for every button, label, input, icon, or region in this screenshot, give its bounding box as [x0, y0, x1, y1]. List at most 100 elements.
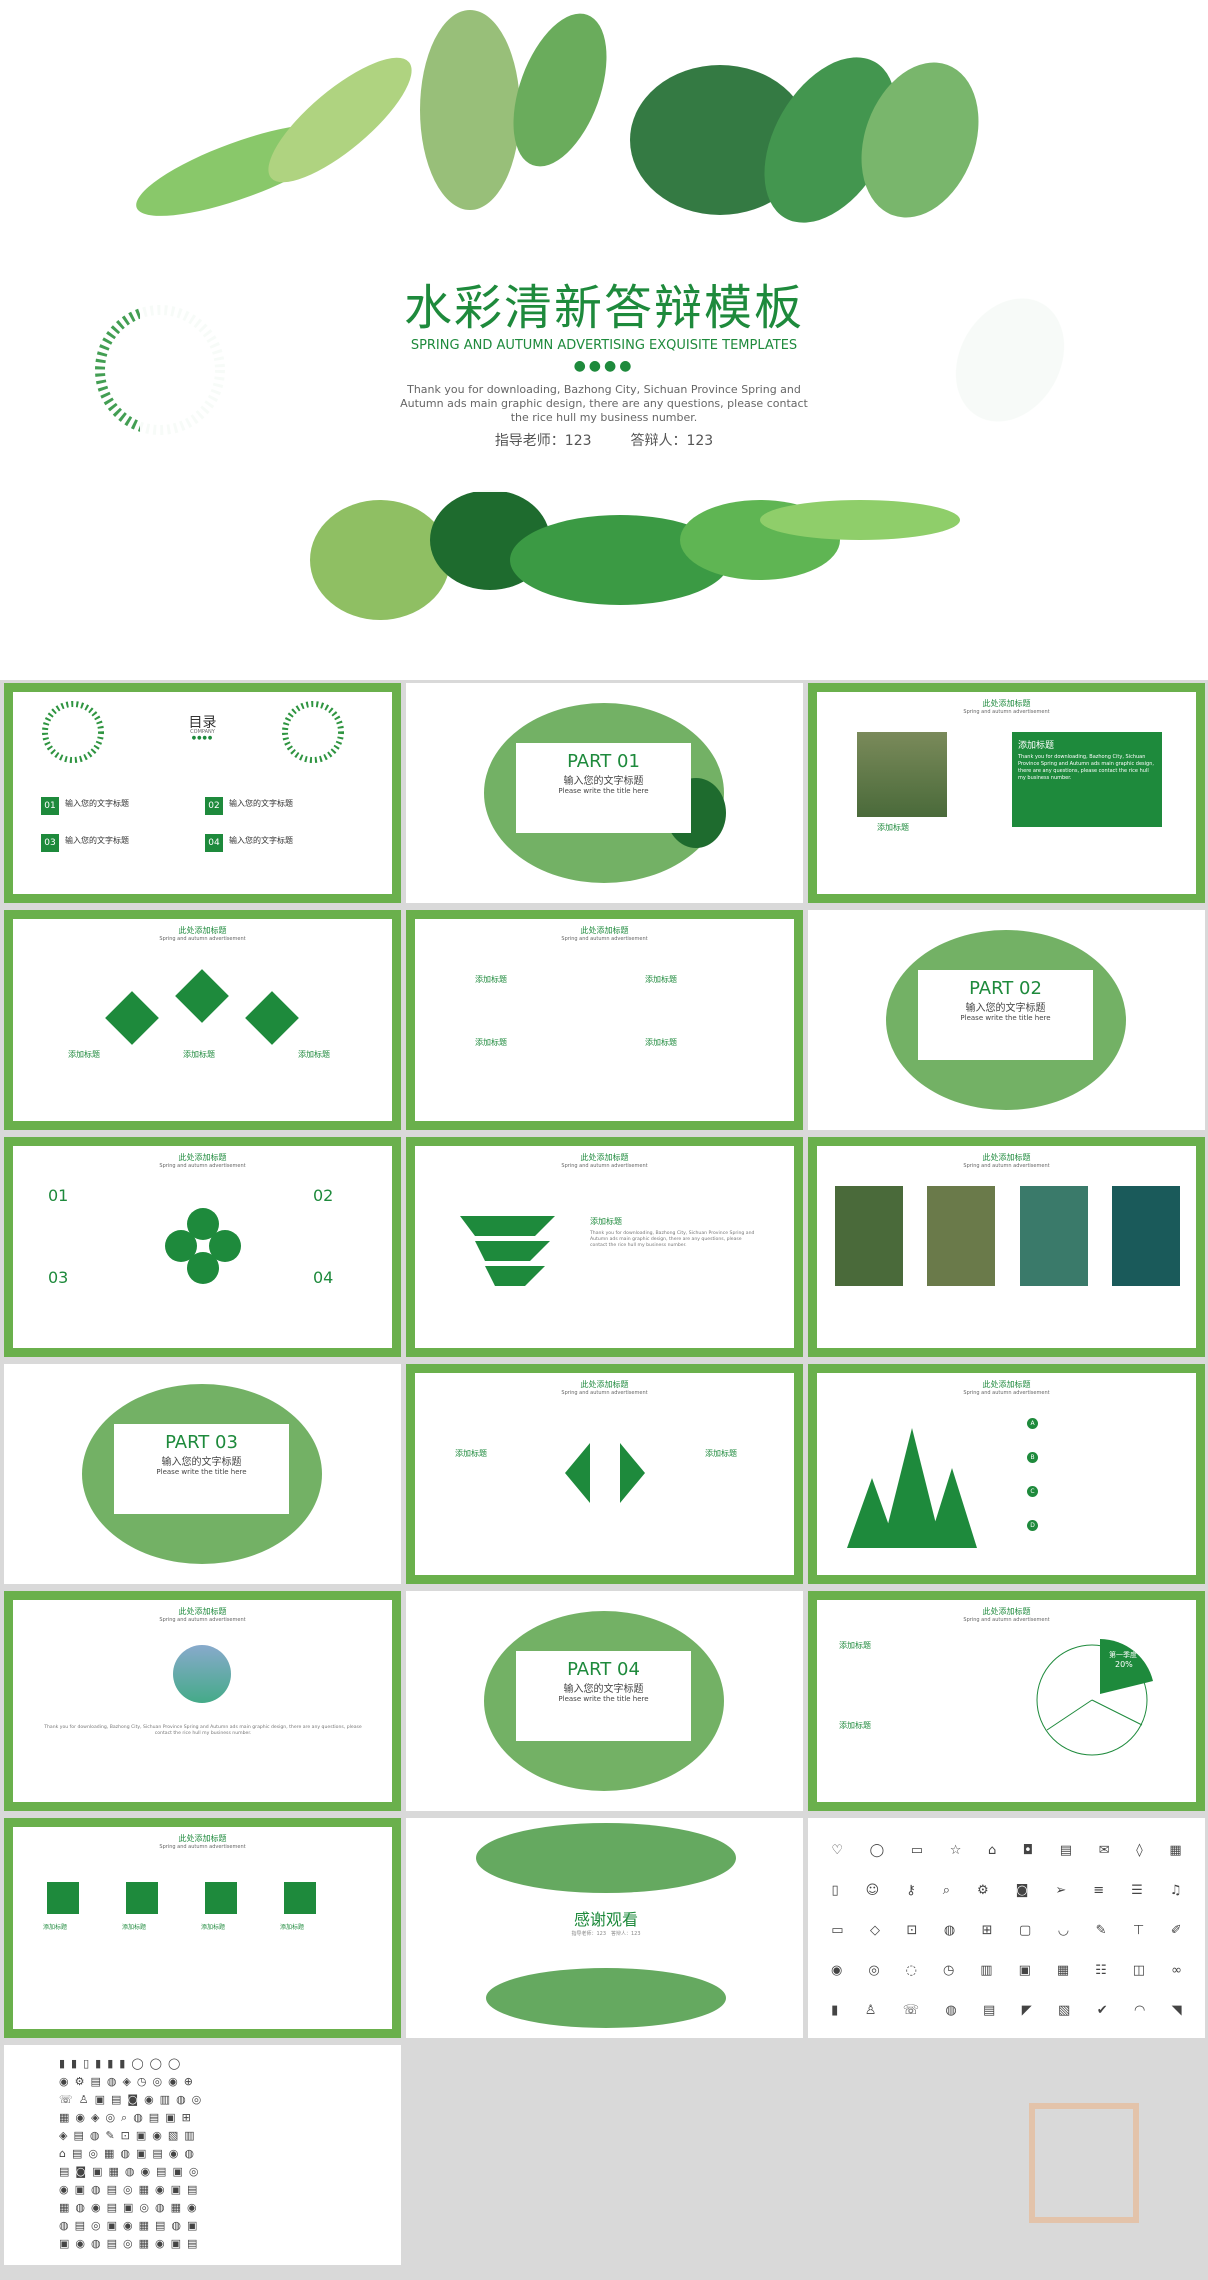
- cover-description: Thank you for downloading, Bazhong City,…: [400, 383, 808, 424]
- wifi-icon: ◠: [1133, 2003, 1146, 2018]
- misc-icon: ▤◙▣▦◍◉▤▣◎: [59, 2165, 205, 2178]
- photo: [1019, 1186, 1088, 1286]
- part-subtitle: Please write the title here: [156, 1468, 247, 1476]
- pie-label: 第一季度: [1109, 1651, 1137, 1659]
- sliders-icon: ≡: [1093, 1883, 1105, 1898]
- icon-row: ♡ ◯ ▭ ☆ ⌂ ◘ ▤ ✉ ◊ ▦: [808, 1843, 1205, 1858]
- clock-icon: ◷: [942, 1963, 955, 1978]
- slide-triangles[interactable]: 此处添加标题 Spring and autumn advertisement A…: [808, 1364, 1205, 1584]
- gear-icon: ⚙: [977, 1883, 989, 1898]
- slide-icon-boxes[interactable]: 此处添加标题 Spring and autumn advertisement 添…: [4, 1818, 401, 2038]
- item-title: 添加标题: [183, 1050, 215, 1059]
- thanks-meta: 指导老师：123 答辩人：123: [571, 1931, 641, 1937]
- brush-icon: ✎: [1095, 1923, 1107, 1938]
- icon-row: ▯ ☺ ⚷ ⌕ ⚙ ◙ ➢ ≡ ☰ ♫: [808, 1883, 1205, 1898]
- misc-icon: ☏♙▣▤◙◉▥◍◎: [59, 2093, 208, 2106]
- photo: [1111, 1186, 1180, 1286]
- text-panel: 添加标题 Thank you for downloading, Bazhong …: [1012, 732, 1162, 827]
- home-icon: ⌂: [987, 1843, 997, 1858]
- photo: [927, 1186, 996, 1286]
- pie-chart: [1036, 1639, 1153, 1756]
- cover-subtitle: SPRING AND AUTUMN ADVERTISING EXQUISITE …: [410, 338, 798, 353]
- slide-part-02[interactable]: PART 02 输入您的文字标题 Please write the title …: [808, 910, 1205, 1130]
- slide-ribbon[interactable]: 此处添加标题 Spring and autumn advertisement 添…: [406, 1137, 803, 1357]
- slide-thanks[interactable]: 感谢观看 指导老师：123 答辩人：123: [406, 1818, 803, 2038]
- item-title: 添加标题: [68, 1050, 100, 1059]
- paragraph: Thank you for downloading, Bazhong City,…: [44, 1725, 362, 1736]
- photo-caption: 添加标题: [877, 823, 909, 832]
- slide-title: 此处添加标题: [178, 1607, 227, 1616]
- item-title: 添加标题: [298, 1050, 330, 1059]
- icon-row: ▮ ♙ ☏ ◍ ▤ ◤ ▧ ✔ ◠ ◥: [808, 2003, 1205, 2018]
- tropical-leaves-illustration: [95, 10, 1070, 620]
- thanks-box: 感谢观看 指导老师：123 答辩人：123: [496, 1898, 716, 1948]
- pin-icon: ◉: [830, 1963, 843, 1978]
- home-icon: [205, 1882, 237, 1914]
- item-number: 02: [313, 1186, 334, 1205]
- search-icon: ⌕: [942, 1883, 951, 1898]
- item-number: 04: [313, 1268, 334, 1287]
- slide-part-04[interactable]: PART 04 输入您的文字标题 Please write the title …: [406, 1591, 803, 1811]
- database-icon: ☰: [1131, 1883, 1143, 1898]
- toc-num: 01: [41, 797, 59, 815]
- letter-badge: B: [1027, 1452, 1038, 1463]
- item-number: 01: [48, 1186, 69, 1205]
- mail-icon: ✉: [1098, 1843, 1110, 1858]
- check-icon: ✔: [1096, 2003, 1108, 2018]
- letter-badge: D: [1027, 1520, 1038, 1531]
- watermark-logo: [1029, 2103, 1139, 2223]
- misc-icon: ◉▣◍▤◎▦◉▣▤: [59, 2183, 204, 2196]
- slide-part-03[interactable]: PART 03 输入您的文字标题 Please write the title …: [4, 1364, 401, 1584]
- diamond-icons: [105, 969, 299, 1045]
- arrows-icon: [565, 1443, 645, 1503]
- letter-badge: C: [1027, 1486, 1038, 1497]
- part-box: PART 01 输入您的文字标题 Please write the title …: [516, 743, 691, 833]
- toc-title: 目录: [188, 715, 217, 731]
- slide-icon-set-2[interactable]: ▮▮▯▮▮▮◯◯◯ ◉⚙▤◍◈◷◎◉⊕ ☏♙▣▤◙◉▥◍◎ ▦◉◈◎⌕◍▤▣⊞ …: [4, 2045, 401, 2265]
- list-items: A B C D: [1027, 1418, 1038, 1531]
- cover-slide[interactable]: 水彩清新答辩模板 SPRING AND AUTUMN ADVERTISING E…: [0, 0, 1208, 680]
- item-title: 添加标题: [590, 1217, 622, 1226]
- slide-subtitle: Spring and autumn advertisement: [561, 1390, 648, 1396]
- slide-four-quad[interactable]: 此处添加标题 Spring and autumn advertisement 0…: [4, 1137, 401, 1357]
- part-title: 输入您的文字标题: [965, 1003, 1046, 1014]
- slide-circle-photo[interactable]: 此处添加标题 Spring and autumn advertisement T…: [4, 1591, 401, 1811]
- slide-subtitle: Spring and autumn advertisement: [159, 1844, 246, 1850]
- globe-icon: ◍: [943, 1923, 956, 1938]
- ribbon-icon: [460, 1216, 555, 1286]
- cover-title: 水彩清新答辩模板: [403, 280, 804, 336]
- key-icon: ⚷: [906, 1883, 916, 1898]
- drop-icon: ◊: [1136, 1843, 1143, 1858]
- slide-subtitle: Spring and autumn advertisement: [159, 1617, 246, 1623]
- thanks-title: 感谢观看: [573, 1910, 638, 1929]
- slide-part-01[interactable]: PART 01 输入您的文字标题 Please write the title …: [406, 683, 803, 903]
- slide-arrows[interactable]: 此处添加标题 Spring and autumn advertisement 添…: [406, 1364, 803, 1584]
- slide-photos[interactable]: 此处添加标题 Spring and autumn advertisement: [808, 1137, 1205, 1357]
- part-box: PART 03 输入您的文字标题 Please write the title …: [114, 1424, 289, 1514]
- slide-hexagons[interactable]: 此处添加标题 Spring and autumn advertisement 添…: [406, 910, 803, 1130]
- slide-toc[interactable]: 目录 COMPANY ●●●● 01 输入您的文字标题 02 输入您的文字标题 …: [4, 683, 401, 903]
- toc-num: 03: [41, 834, 59, 852]
- toc-num: 04: [205, 834, 223, 852]
- icon-grid: ▮▮▯▮▮▮◯◯◯ ◉⚙▤◍◈◷◎◉⊕ ☏♙▣▤◙◉▥◍◎ ▦◉◈◎⌕◍▤▣⊞ …: [59, 2055, 349, 2253]
- chat-icon: ▭: [831, 1923, 844, 1938]
- item-title: 添加标题: [645, 975, 677, 984]
- map-icon: ▥: [980, 1963, 993, 1978]
- slide-subtitle: Spring and autumn advertisement: [159, 1163, 246, 1169]
- slide-diamonds[interactable]: 此处添加标题 Spring and autumn advertisement 添…: [4, 910, 401, 1130]
- cover-dots: ●●●●: [573, 358, 635, 374]
- defender-text: 答辩人：123: [630, 433, 714, 449]
- item-title: 添加标题: [839, 1641, 871, 1650]
- slide-title: 此处添加标题: [178, 1153, 227, 1162]
- note-icon: ▧: [1058, 2003, 1071, 2018]
- photo-row: [835, 1186, 1180, 1286]
- slide-title: 此处添加标题: [982, 699, 1031, 708]
- diamond-icon: ◇: [870, 1923, 880, 1938]
- lock-icon: ⊡: [906, 1923, 918, 1938]
- slide-icon-set-1[interactable]: ♡ ◯ ▭ ☆ ⌂ ◘ ▤ ✉ ◊ ▦ ▯ ☺ ⚷ ⌕ ⚙ ◙ ➢ ≡ ☰ ♫ ▭ ◇ ⊡ ◍ ⊞ ▢ ◡ ✎ ⊤ ✐ ◉ ◎ ◌ ◷ ▥ ▣ ▦…: [808, 1818, 1205, 2038]
- slide-image-text[interactable]: 此处添加标题 Spring and autumn advertisement 添…: [808, 683, 1205, 903]
- slide-pie[interactable]: 此处添加标题 Spring and autumn advertisement 添…: [808, 1591, 1205, 1811]
- item-title: 添加标题: [122, 1924, 147, 1931]
- plus-icon: [47, 1882, 79, 1914]
